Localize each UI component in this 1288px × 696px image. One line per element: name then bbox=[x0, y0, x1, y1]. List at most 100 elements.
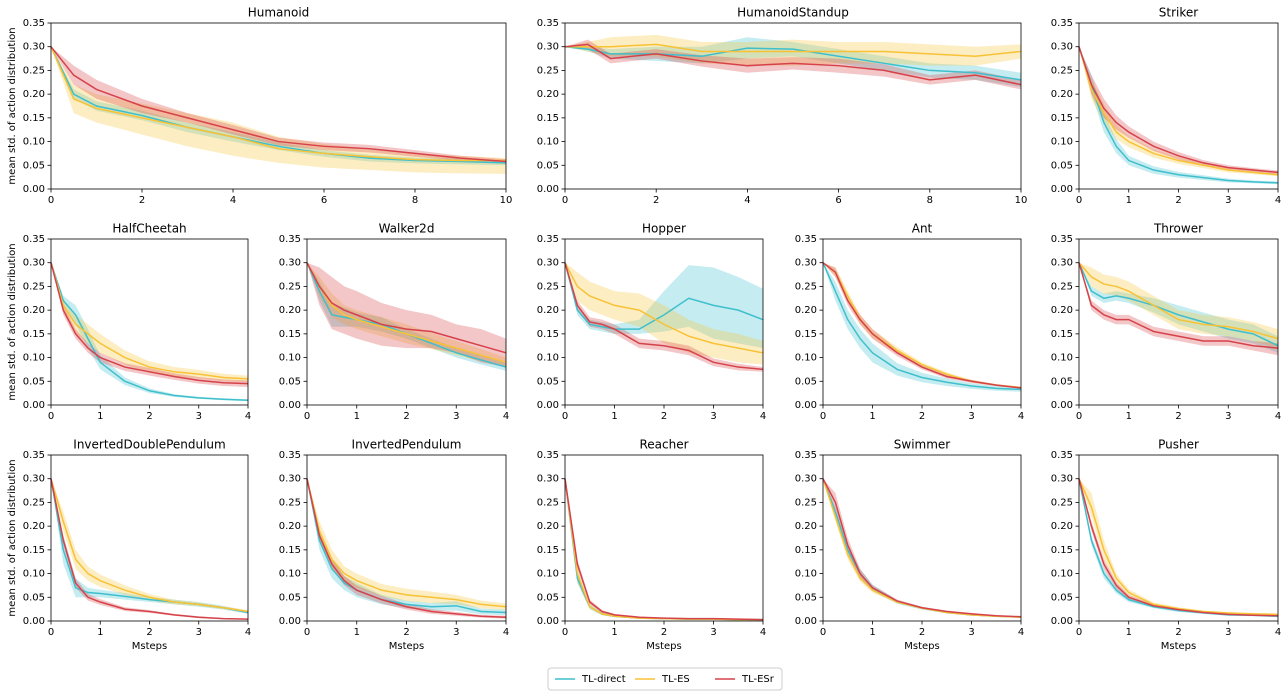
subplot: 0.00 0.05 0.10 0.15 0.20 0.25 0.30 0.35 0 2 4 6 8 10 H… bbox=[537, 6, 1028, 207]
y-tick-label: 0.20 bbox=[795, 305, 817, 316]
x-axis-label: Msteps bbox=[646, 641, 681, 652]
y-tick-label: 0.20 bbox=[537, 521, 559, 532]
subplot: 0.00 0.05 0.10 0.15 0.20 0.25 0.30 0.35 0 1 2 3 4 Hal… bbox=[7, 222, 251, 423]
x-tick-label: 0 bbox=[820, 627, 826, 638]
y-tick-label: 0.15 bbox=[795, 329, 817, 340]
x-tick-label: 4 bbox=[245, 627, 251, 638]
y-tick-label: 0.00 bbox=[279, 616, 301, 627]
line bbox=[50, 46, 506, 162]
y-tick-label: 0.35 bbox=[537, 234, 559, 245]
line bbox=[822, 262, 1022, 389]
band bbox=[823, 478, 1021, 618]
band bbox=[1079, 46, 1278, 177]
y-tick-label: 0.25 bbox=[1051, 281, 1073, 292]
subplot-title: Humanoid bbox=[248, 6, 310, 20]
y-tick-label: 0.00 bbox=[795, 400, 817, 411]
y-tick-label: 0.05 bbox=[1051, 592, 1073, 603]
band bbox=[823, 262, 1021, 392]
band bbox=[823, 478, 1021, 618]
y-tick-label: 0.05 bbox=[1051, 160, 1073, 171]
axes-frame bbox=[822, 454, 1022, 622]
y-tick-label: 0.20 bbox=[1051, 521, 1073, 532]
x-tick-label: 0 bbox=[304, 627, 310, 638]
x-axis-label: Msteps bbox=[132, 641, 167, 652]
x-tick-label: 3 bbox=[968, 411, 974, 422]
y-tick-label: 0.30 bbox=[23, 42, 45, 53]
line bbox=[565, 43, 1022, 57]
subplot-title: Reacher bbox=[639, 438, 688, 452]
subplot-title: Walker2d bbox=[379, 222, 435, 236]
line bbox=[822, 478, 1022, 618]
y-tick-label: 0.15 bbox=[795, 545, 817, 556]
band bbox=[307, 262, 506, 368]
y-tick-label: 0.05 bbox=[1051, 376, 1073, 387]
y-axis-label: mean std. of action distribution bbox=[7, 27, 18, 184]
y-tick-label: 0.05 bbox=[279, 376, 301, 387]
y-tick-label: 0.25 bbox=[23, 281, 45, 292]
line bbox=[50, 46, 507, 163]
subplot: 0.00 0.05 0.10 0.15 0.20 0.25 0.30 0.35 0 1 2 3 4 Swi… bbox=[795, 438, 1024, 653]
line bbox=[306, 478, 507, 608]
y-tick-label: 0.20 bbox=[537, 305, 559, 316]
legend: TL-direct TL-ES TL-ESr bbox=[547, 667, 783, 691]
y-tick-label: 0.00 bbox=[537, 184, 559, 195]
band bbox=[565, 37, 1021, 88]
band bbox=[565, 478, 763, 621]
y-tick-label: 0.20 bbox=[795, 521, 817, 532]
band bbox=[51, 478, 248, 613]
line bbox=[306, 478, 507, 618]
x-tick-label: 2 bbox=[146, 627, 152, 638]
y-tick-label: 0.15 bbox=[279, 329, 301, 340]
y-tick-label: 0.10 bbox=[537, 137, 559, 148]
y-tick-label: 0.15 bbox=[1051, 329, 1073, 340]
line bbox=[1078, 46, 1279, 184]
y-tick-label: 0.35 bbox=[23, 18, 45, 29]
x-tick-label: 1 bbox=[97, 627, 103, 638]
band bbox=[1079, 262, 1278, 353]
line bbox=[564, 478, 764, 621]
y-tick-label: 0.30 bbox=[279, 258, 301, 269]
y-tick-label: 0.05 bbox=[537, 160, 559, 171]
line bbox=[564, 45, 1022, 81]
line bbox=[50, 262, 249, 380]
subplot-title: HumanoidStandup bbox=[737, 6, 849, 20]
x-tick-label: 2 bbox=[661, 627, 667, 638]
line bbox=[1078, 46, 1279, 176]
x-tick-label: 3 bbox=[968, 627, 974, 638]
line bbox=[50, 262, 249, 402]
y-tick-label: 0.15 bbox=[23, 545, 45, 556]
y-tick-label: 0.05 bbox=[279, 592, 301, 603]
x-tick-label: 10 bbox=[1015, 195, 1028, 206]
y-tick-label: 0.35 bbox=[795, 450, 817, 461]
subplot-title: Hopper bbox=[642, 222, 686, 236]
line bbox=[564, 43, 1022, 86]
x-tick-label: 2 bbox=[919, 627, 925, 638]
band bbox=[565, 39, 1021, 90]
x-tick-label: 4 bbox=[503, 627, 509, 638]
y-tick-label: 0.15 bbox=[1051, 545, 1073, 556]
legend-label: TL-ES bbox=[661, 674, 690, 685]
band bbox=[307, 262, 506, 368]
y-tick-label: 0.35 bbox=[23, 234, 45, 245]
y-tick-label: 0.35 bbox=[537, 18, 559, 29]
y-tick-label: 0.05 bbox=[23, 376, 45, 387]
y-tick-label: 0.25 bbox=[23, 65, 45, 76]
line bbox=[50, 262, 249, 385]
band bbox=[307, 262, 506, 371]
subplot: 0.00 0.05 0.10 0.15 0.20 0.25 0.30 0.35 0 1 2 3 4 Wal… bbox=[279, 222, 509, 423]
x-tick-label: 3 bbox=[1225, 411, 1231, 422]
x-tick-label: 4 bbox=[1018, 627, 1024, 638]
y-tick-label: 0.30 bbox=[537, 42, 559, 53]
y-tick-label: 0.15 bbox=[279, 545, 301, 556]
y-tick-label: 0.20 bbox=[23, 89, 45, 100]
line bbox=[564, 262, 764, 354]
y-tick-label: 0.10 bbox=[1051, 137, 1073, 148]
subplot-title: InvertedPendulum bbox=[352, 438, 462, 452]
y-tick-label: 0.30 bbox=[537, 258, 559, 269]
y-tick-label: 0.05 bbox=[795, 592, 817, 603]
axes-frame bbox=[50, 22, 507, 190]
x-tick-label: 4 bbox=[744, 195, 750, 206]
y-tick-label: 0.10 bbox=[23, 137, 45, 148]
band bbox=[565, 478, 763, 621]
y-tick-label: 0.00 bbox=[1051, 184, 1073, 195]
